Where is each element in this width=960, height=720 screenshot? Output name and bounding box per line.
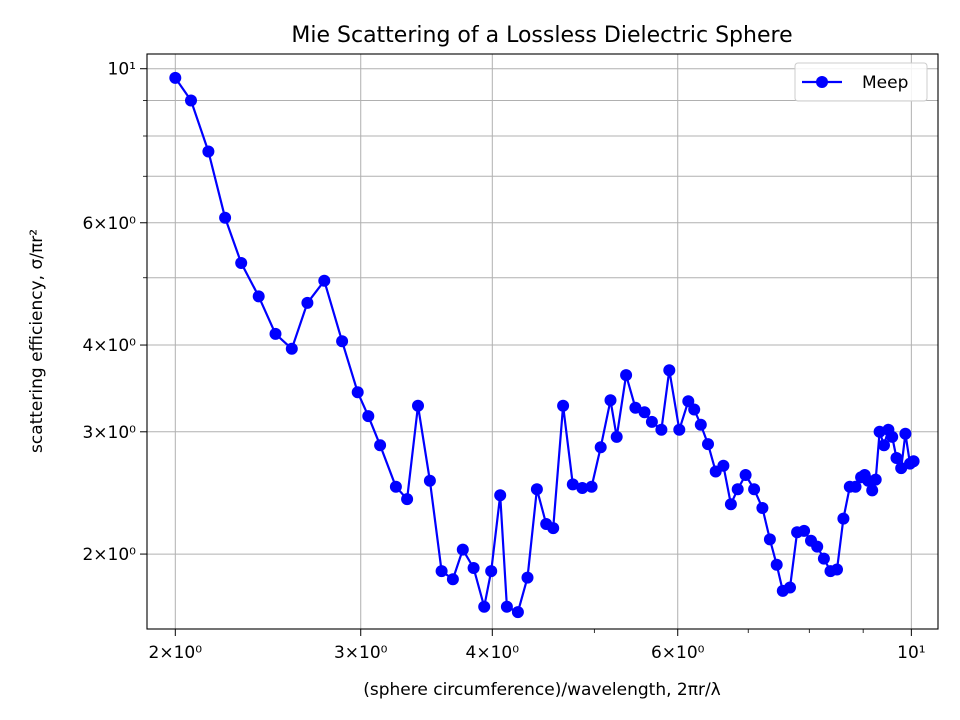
x-axis-label: (sphere circumference)/wavelength, 2πr/λ (363, 680, 720, 700)
data-point (494, 489, 507, 502)
data-point (169, 71, 182, 84)
legend-box (794, 62, 928, 102)
data-point (351, 386, 364, 399)
legend-marker (816, 76, 828, 88)
data-point (423, 474, 436, 487)
y-tick-label: 6×10⁰ (82, 214, 136, 234)
data-point (336, 335, 349, 348)
y-tick-label: 3×10⁰ (82, 423, 136, 443)
data-point (748, 483, 761, 496)
data-point (301, 296, 314, 309)
data-point (374, 439, 387, 452)
data-point (566, 478, 579, 491)
y-axis-label: scattering efficiency, σ/πr² (27, 229, 47, 453)
data-point (724, 498, 737, 511)
data-point (269, 327, 282, 340)
data-point (798, 524, 811, 537)
data-point (784, 581, 796, 594)
data-point (594, 441, 607, 454)
data-point (886, 430, 899, 443)
plot-frame (146, 53, 939, 630)
x-tick-label: 3×10⁰ (334, 643, 388, 663)
data-point (878, 439, 890, 452)
data-point (811, 540, 824, 553)
y-tick-label: 2×10⁰ (82, 545, 136, 565)
data-point (645, 415, 658, 428)
legend-label: Meep (862, 73, 908, 93)
chart-title: Mie Scattering of a Lossless Dielectric … (291, 23, 792, 48)
x-tick-label: 4×10⁰ (466, 643, 520, 663)
data-point (435, 565, 448, 578)
data-point (362, 410, 375, 423)
x-tick-label: 10¹ (897, 643, 925, 663)
axis-ticks: 2×10⁰ 3×10⁰ 4×10⁰ 6×10⁰ 10¹ 2×10⁰ 3×10⁰ 4×10⁰ 6×… (82, 60, 925, 663)
data-point (219, 211, 232, 224)
data-point (673, 423, 686, 436)
data-point (467, 562, 480, 574)
data-point (629, 401, 642, 414)
data-point (869, 473, 882, 486)
data-point (235, 257, 248, 269)
data-point (770, 558, 783, 571)
data-point (688, 403, 701, 416)
data-point (446, 573, 459, 586)
data-point (547, 522, 560, 535)
data-point (831, 563, 843, 576)
data-point (702, 438, 714, 451)
data-point (478, 600, 491, 613)
y-tick-label: 4×10⁰ (82, 336, 136, 356)
data-point (576, 482, 589, 494)
data-point (866, 484, 879, 497)
data-point (655, 423, 668, 436)
legend: Meep (794, 62, 928, 102)
data-point (837, 512, 850, 525)
data-point (717, 459, 730, 472)
data-point (849, 480, 862, 493)
data-point (456, 543, 469, 556)
data-point (756, 502, 769, 514)
data-point (401, 493, 414, 506)
data-point (731, 483, 744, 496)
data-point (500, 600, 513, 613)
data-point (890, 452, 903, 464)
data-point (252, 290, 265, 303)
x-tick-label: 2×10⁰ (149, 643, 203, 663)
data-point (682, 395, 695, 408)
data-point (412, 399, 424, 412)
data-point (485, 565, 498, 578)
data-point (185, 94, 197, 107)
data-point (521, 571, 534, 584)
data-point (610, 430, 623, 443)
data-point (763, 533, 776, 546)
data-point (899, 427, 912, 440)
data-series (169, 71, 920, 619)
data-point (285, 342, 298, 355)
data-point (663, 364, 676, 377)
y-tick-label: 10¹ (108, 60, 136, 80)
data-point (585, 480, 598, 493)
data-point (638, 406, 651, 419)
data-point (530, 483, 543, 496)
data-point (907, 455, 920, 468)
data-point (389, 480, 402, 493)
x-tick-label: 6×10⁰ (651, 643, 705, 663)
data-point (511, 606, 524, 619)
data-point (817, 552, 830, 565)
data-point (318, 274, 331, 287)
data-point (739, 469, 752, 481)
data-point (557, 399, 570, 412)
data-point (604, 394, 617, 407)
data-point (620, 369, 633, 382)
data-point (202, 145, 215, 158)
data-point (694, 418, 707, 431)
